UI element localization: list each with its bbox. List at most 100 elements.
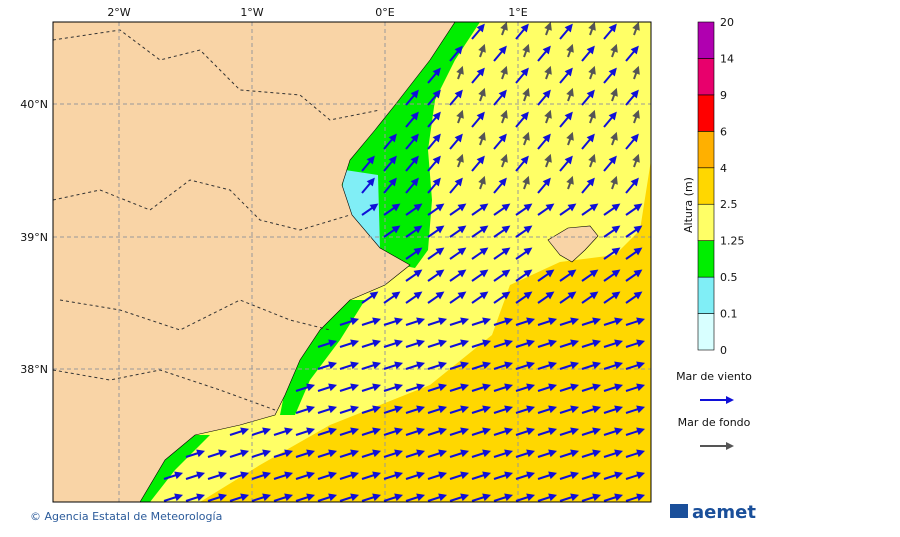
wind-arrow-head	[394, 449, 404, 458]
wind-arrow-head	[432, 111, 441, 121]
swell-arrow-head	[478, 43, 486, 53]
graticule	[53, 22, 651, 502]
swell-arrow-head	[632, 22, 640, 31]
wind-arrow-head	[570, 317, 580, 326]
swell-arrow-head	[522, 175, 530, 185]
wind-arrow-head	[454, 177, 463, 187]
wind-arrow-head	[570, 493, 580, 502]
wind-arrow-head	[284, 493, 294, 502]
wind-arrow-head	[394, 361, 404, 370]
wind-arrow-head	[366, 177, 375, 187]
wind-arrow-head	[350, 405, 360, 414]
wind-arrow-head	[611, 269, 621, 278]
wind-arrow-head	[416, 493, 426, 502]
wind-arrow-head	[636, 427, 646, 436]
lon-label: 2°W	[107, 6, 130, 19]
wind-arrow-head	[498, 177, 507, 187]
arrow-legend-label: Mar de viento	[676, 370, 752, 383]
wind-arrow-head	[523, 247, 533, 256]
colorbar-segment	[697, 203, 715, 241]
wind-arrow-head	[636, 339, 646, 348]
wind-arrow-head	[432, 89, 441, 99]
wind-arrow-head	[504, 339, 514, 348]
swell-arrow-head	[588, 153, 596, 163]
swell-arrow-head	[544, 22, 552, 31]
swell-arrow-head	[610, 175, 618, 185]
wind-arrow-head	[476, 155, 485, 165]
wind-arrow-head	[410, 89, 419, 99]
wind-arrow-head	[482, 427, 492, 436]
swell-arrow-head	[566, 131, 574, 141]
swell-arrow-head	[588, 65, 596, 75]
wind-arrow-head	[542, 177, 551, 187]
wind-arrow-head	[394, 339, 404, 348]
wind-arrow-head	[592, 427, 602, 436]
wind-arrow-head	[501, 291, 511, 300]
wind-arrow-head	[366, 155, 375, 165]
wind-arrow-head	[454, 89, 463, 99]
wind-arrow-head	[636, 317, 646, 326]
wind-arrow-head	[372, 339, 382, 348]
swell-arrow-head	[522, 87, 530, 97]
swell-arrow-head	[500, 109, 508, 119]
swell-arrow-head	[566, 43, 574, 53]
wind-arrow-head	[438, 493, 448, 502]
sea-cyan	[342, 170, 380, 248]
wind-arrow-head	[548, 405, 558, 414]
wind-arrow-head	[196, 449, 206, 458]
wind-arrow-head	[435, 291, 445, 300]
wind-arrow-head	[460, 317, 470, 326]
wind-arrow-head	[482, 383, 492, 392]
wind-arrow-head	[498, 45, 507, 55]
swell-arrow-head	[522, 131, 530, 141]
wind-arrow-head	[526, 427, 536, 436]
wind-arrow-head	[416, 383, 426, 392]
wind-arrow-head	[306, 471, 316, 480]
wind-arrow-head	[482, 317, 492, 326]
wind-arrow-head	[545, 203, 555, 212]
wind-arrow-head	[545, 269, 555, 278]
wind-arrow-head	[589, 203, 599, 212]
wind-arrow-head	[482, 361, 492, 370]
swell-arrow-head	[478, 87, 486, 97]
wind-arrow-head	[504, 427, 514, 436]
wind-arrow-head	[350, 383, 360, 392]
wind-arrow-head	[592, 317, 602, 326]
wind-arrow-head	[479, 203, 489, 212]
swell-arrow-head	[456, 65, 464, 75]
colorbar-label: 9	[720, 89, 727, 102]
wind-arrow-head	[438, 361, 448, 370]
wind-arrow-head	[457, 225, 467, 234]
swell-arrow-head	[456, 153, 464, 163]
wind-arrow-head	[457, 247, 467, 256]
wind-arrow-head	[394, 493, 404, 502]
wind-arrow-head	[548, 339, 558, 348]
wind-arrow-head	[504, 449, 514, 458]
wind-arrow-head	[218, 449, 228, 458]
colorbar-segment	[697, 167, 715, 205]
wind-arrow-head	[526, 361, 536, 370]
wind-arrow-head	[460, 339, 470, 348]
wind-arrow-head	[520, 111, 529, 121]
lon-label: 0°E	[375, 6, 394, 19]
wind-arrow-head	[570, 449, 580, 458]
map-frame	[52, 21, 652, 503]
wind-arrow-head	[592, 339, 602, 348]
wind-arrow-head	[630, 89, 639, 99]
wind-arrow-head	[460, 383, 470, 392]
colorbar-segment	[697, 94, 715, 132]
wind-arrow-head	[548, 471, 558, 480]
legend-title: Altura (m)	[682, 177, 695, 233]
wind-arrow-head	[240, 449, 250, 458]
wind-arrow-head	[394, 317, 404, 326]
swell-arrow-head	[632, 153, 640, 163]
wind-arrow-head	[454, 133, 463, 143]
swell-arrow-head	[522, 43, 530, 53]
swell-arrow-head	[544, 153, 552, 163]
wind-arrow-head	[548, 493, 558, 502]
wind-arrow-head	[416, 449, 426, 458]
colorbar-label: 0.5	[720, 271, 738, 284]
wind-arrow-head	[592, 449, 602, 458]
wind-arrow-head	[284, 449, 294, 458]
wind-arrow-head	[586, 177, 595, 187]
